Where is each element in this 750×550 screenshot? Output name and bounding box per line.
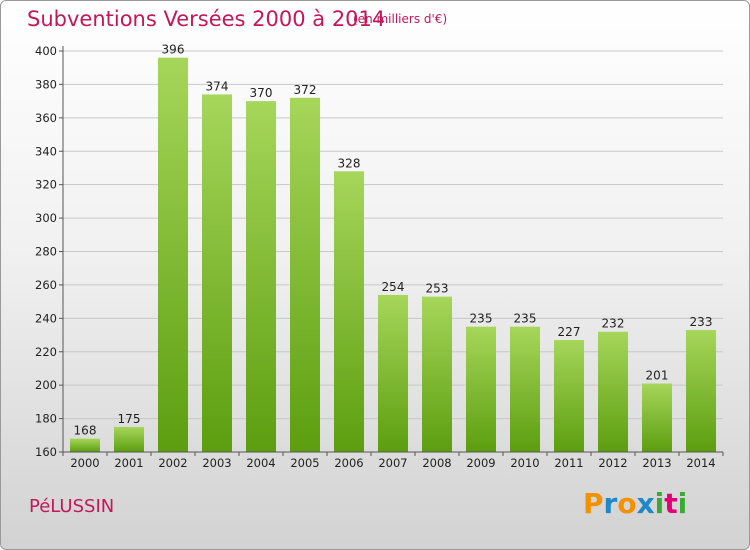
- proxiti-logo[interactable]: Proxiti: [583, 487, 687, 520]
- x-tick-label: 2000: [70, 456, 99, 470]
- bar: [378, 294, 408, 452]
- x-tick-label: 2006: [334, 456, 363, 470]
- data-label: 235: [514, 312, 537, 326]
- bar: [290, 97, 320, 453]
- bar: [598, 331, 628, 452]
- data-label: 254: [382, 280, 405, 294]
- logo-letter: P: [583, 487, 604, 520]
- y-tick-label: 200: [35, 378, 57, 392]
- bar: [422, 296, 452, 452]
- data-label: 374: [206, 79, 229, 93]
- logo-letter: i: [677, 487, 688, 520]
- y-tick-label: 240: [35, 311, 57, 325]
- bar: [334, 171, 364, 453]
- data-label: 168: [74, 424, 97, 438]
- data-label: 370: [250, 86, 273, 100]
- y-tick-label: 340: [35, 144, 57, 158]
- bar: [686, 330, 716, 452]
- logo-letter: o: [617, 487, 637, 520]
- data-labels: 168 175 396 374 370 372 328 254 253 235 235 227 232 2…: [74, 43, 713, 438]
- bar: [246, 101, 276, 452]
- chart-subtitle: (en milliers d'€): [353, 12, 448, 26]
- bar: [554, 340, 584, 452]
- x-tick-label: 2013: [642, 456, 671, 470]
- axes: 160 180 200 220 240 260 280 300 320 340 360 380 400 2…: [35, 44, 724, 470]
- x-tick-label: 2010: [510, 456, 539, 470]
- bar: [158, 57, 188, 452]
- y-tick-label: 380: [35, 77, 57, 91]
- logo-letter: x: [636, 487, 655, 520]
- y-tick-label: 400: [35, 44, 57, 58]
- y-tick-label: 320: [35, 178, 57, 192]
- x-tick-label: 2008: [422, 456, 451, 470]
- y-tick-label: 360: [35, 111, 57, 125]
- data-label: 232: [602, 317, 625, 331]
- x-tick-label: 2005: [290, 456, 319, 470]
- bar: [70, 438, 100, 452]
- x-tick-label: 2003: [202, 456, 231, 470]
- data-label: 253: [426, 282, 449, 296]
- y-tick-label: 160: [35, 445, 57, 459]
- x-tick-label: 2004: [246, 456, 275, 470]
- data-label: 396: [162, 43, 185, 57]
- bar: [202, 94, 232, 453]
- y-tick-label: 260: [35, 278, 57, 292]
- x-tick-label: 2002: [158, 456, 187, 470]
- x-tick-label: 2007: [378, 456, 407, 470]
- data-label: 328: [338, 156, 361, 170]
- y-tick-label: 220: [35, 345, 57, 359]
- logo-letter: t: [664, 487, 678, 520]
- data-label: 227: [558, 325, 581, 339]
- logo-letter: i: [654, 487, 665, 520]
- bar: [114, 426, 144, 452]
- data-label: 201: [646, 368, 669, 382]
- x-tick-label: 2001: [114, 456, 143, 470]
- bars: [70, 57, 716, 453]
- data-label: 233: [690, 315, 713, 329]
- x-tick-label: 2014: [686, 456, 715, 470]
- logo-letter: r: [603, 487, 618, 520]
- bar: [466, 326, 496, 452]
- commune-name: PéLUSSIN: [29, 496, 115, 517]
- x-tick-label: 2009: [466, 456, 495, 470]
- bar: [510, 326, 540, 452]
- y-tick-label: 300: [35, 211, 57, 225]
- chart-title: Subventions Versées 2000 à 2014: [27, 7, 386, 31]
- x-tick-label: 2011: [554, 456, 583, 470]
- y-tick-label: 180: [35, 412, 57, 426]
- bar: [642, 383, 672, 452]
- data-label: 235: [470, 312, 493, 326]
- x-tick-label: 2012: [598, 456, 627, 470]
- data-label: 372: [294, 83, 317, 97]
- y-tick-label: 280: [35, 245, 57, 259]
- data-label: 175: [118, 412, 141, 426]
